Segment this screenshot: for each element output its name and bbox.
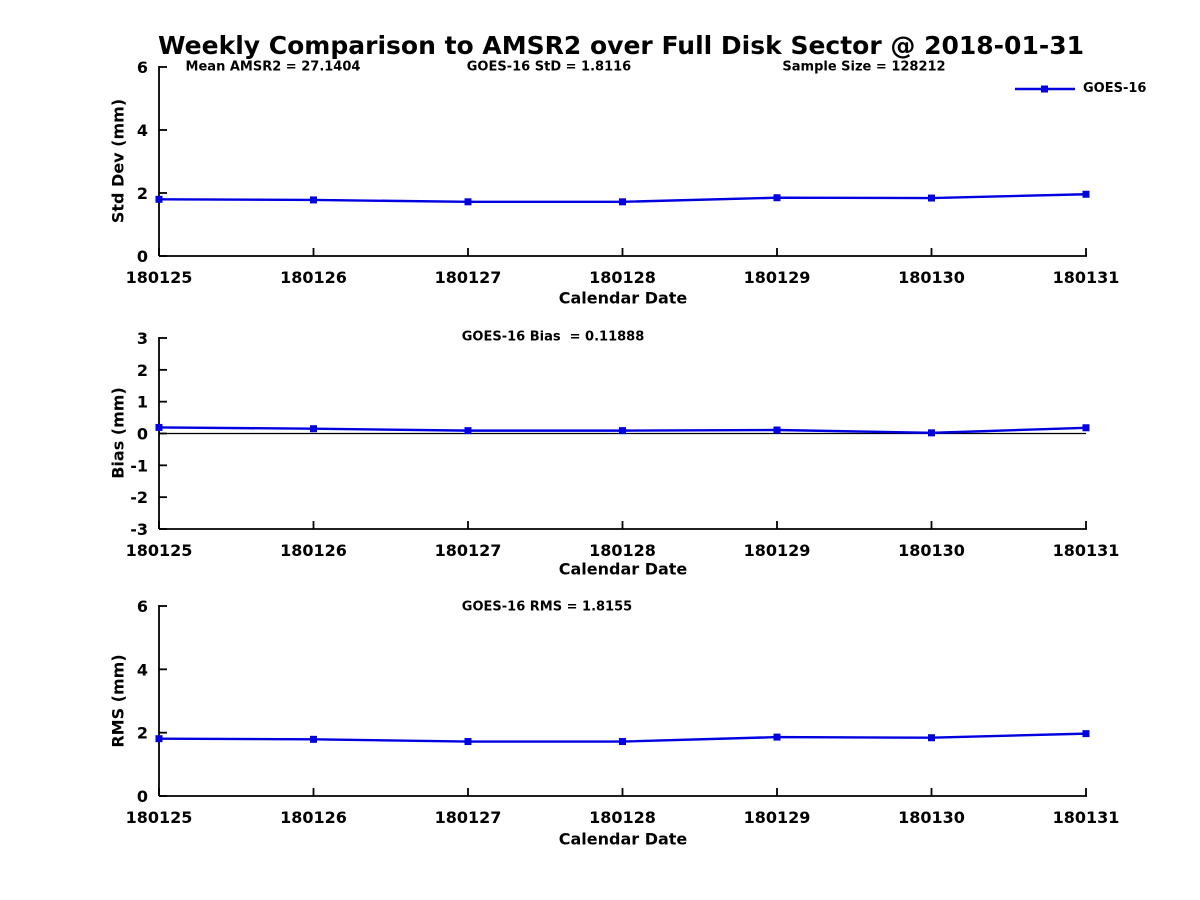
x-tick-label: 180125: [126, 541, 193, 560]
legend-line-sample: [1015, 85, 1075, 92]
std-dev-subplot: 0 2 4 6 180125 180126 180127 180128 180129 180130…: [126, 58, 1120, 287]
x-axis-label-calendar-date-top: Calendar Date: [558, 288, 688, 308]
y-tick-label: -1: [130, 456, 148, 475]
y-tick-label: 1: [137, 393, 148, 412]
data-point-marker: [773, 194, 781, 202]
data-point-marker: [464, 427, 472, 435]
x-tick-label: 180126: [280, 808, 347, 827]
y-tick-label: 2: [137, 184, 148, 203]
annotation-goes16-rms: GOES-16 RMS = 1.8155: [461, 599, 633, 615]
y-tick-label: 2: [137, 361, 148, 380]
legend-label: GOES-16: [1083, 81, 1147, 96]
x-tick-label: 180129: [744, 541, 811, 560]
x-tick-label: 180128: [589, 268, 656, 287]
data-point-marker: [464, 738, 472, 746]
data-point-marker: [619, 427, 626, 435]
data-point-marker: [619, 198, 626, 206]
x-tick-label: 180128: [589, 541, 656, 560]
x-tick-label: 180125: [126, 808, 193, 827]
data-point-marker: [773, 733, 781, 741]
x-tick-label: 180129: [744, 808, 811, 827]
rms-subplot: 0 2 4 6 180125 180126 180127 180128 180129 180130…: [126, 597, 1120, 827]
data-point-marker: [310, 196, 317, 204]
x-axis-label-calendar-date-bottom: Calendar Date: [558, 829, 688, 849]
x-tick-label: 180131: [1053, 268, 1120, 287]
chart-title: Weekly Comparison to AMSR2 over Full Dis…: [157, 31, 1085, 60]
y-tick-label: -2: [130, 488, 148, 507]
x-tick-label: 180131: [1053, 541, 1120, 560]
data-point-marker: [155, 423, 163, 431]
x-tick-label: 180127: [435, 541, 502, 560]
data-point-marker: [464, 198, 472, 206]
x-tick-label: 180126: [280, 541, 347, 560]
y-tick-label: -3: [130, 520, 148, 539]
y-tick-label: 0: [137, 425, 148, 444]
data-point-marker: [928, 194, 935, 202]
y-tick-label: 4: [137, 121, 148, 140]
x-axis-label-calendar-date-middle: Calendar Date: [558, 559, 688, 579]
data-point-marker: [773, 426, 781, 434]
y-tick-label: 6: [137, 597, 148, 616]
y-tick-label: 6: [137, 58, 148, 77]
y-tick-label: 4: [137, 660, 148, 679]
x-tick-label: 180131: [1053, 808, 1120, 827]
data-point-marker: [310, 735, 317, 743]
y-tick-label: 2: [137, 724, 148, 743]
x-tick-label: 180125: [126, 268, 193, 287]
x-tick-label: 180130: [898, 541, 965, 560]
y-tick-label: 0: [137, 247, 148, 266]
data-point-marker: [1082, 190, 1090, 198]
x-tick-label: 180130: [898, 808, 965, 827]
legend: GOES-16: [1014, 80, 1146, 97]
data-point-marker: [928, 429, 935, 437]
x-tick-label: 180128: [589, 808, 656, 827]
annotation-goes16-std: GOES-16 StD = 1.8116: [466, 59, 632, 75]
data-point-marker: [1082, 730, 1090, 738]
x-tick-label: 180127: [435, 268, 502, 287]
annotation-mean-amsr2: Mean AMSR2 = 27.1404: [185, 59, 361, 75]
y-tick-label: 3: [137, 329, 148, 348]
bias-subplot: -3 -2 -1 0 1 2 3 180125 180126 180127 180128 180129…: [126, 329, 1120, 560]
data-point-marker: [310, 425, 317, 433]
data-point-marker: [155, 195, 163, 203]
y-tick-label: 0: [137, 787, 148, 806]
x-tick-label: 180129: [744, 268, 811, 287]
data-point-marker: [619, 738, 626, 746]
data-point-marker: [1082, 424, 1090, 432]
x-tick-label: 180130: [898, 268, 965, 287]
data-point-marker: [155, 735, 163, 743]
annotation-goes16-bias: GOES-16 Bias = 0.11888: [461, 329, 645, 345]
legend-marker-icon: [1041, 85, 1048, 92]
x-tick-label: 180127: [435, 808, 502, 827]
data-point-marker: [928, 734, 935, 742]
annotation-sample-size: Sample Size = 128212: [782, 59, 946, 75]
x-tick-label: 180126: [280, 268, 347, 287]
